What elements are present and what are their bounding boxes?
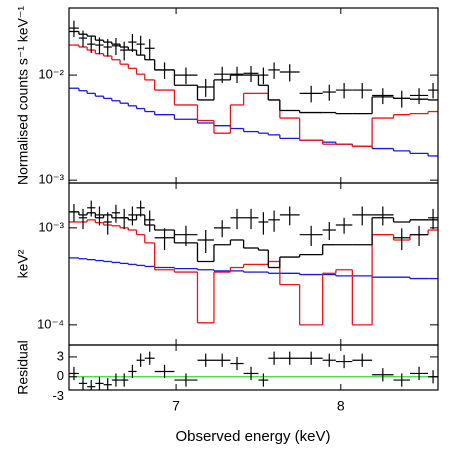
y-axis-label: Residual	[15, 340, 31, 394]
y-tick-label: 10⁻³	[38, 172, 64, 187]
y-axis-label: keV²	[15, 249, 31, 278]
x-tick-label: 7	[172, 398, 180, 414]
plot-area	[69, 351, 438, 390]
y-axis-label: Normalised counts s⁻¹ keV⁻¹	[15, 6, 31, 185]
x-tick-label: 8	[337, 398, 345, 414]
y-tick-label: 0	[57, 368, 64, 383]
y-tick-label: 3	[57, 348, 64, 363]
y-tick-label: 10⁻²	[38, 67, 64, 82]
x-axis-label: Observed energy (keV)	[175, 428, 330, 445]
plot-area	[69, 20, 438, 157]
plot-area	[69, 200, 438, 326]
y-tick-label: -3	[52, 388, 64, 403]
y-tick-label: 10⁻³	[38, 219, 64, 234]
panel-frame	[68, 344, 439, 391]
y-tick-label: 10⁻⁴	[37, 316, 64, 331]
